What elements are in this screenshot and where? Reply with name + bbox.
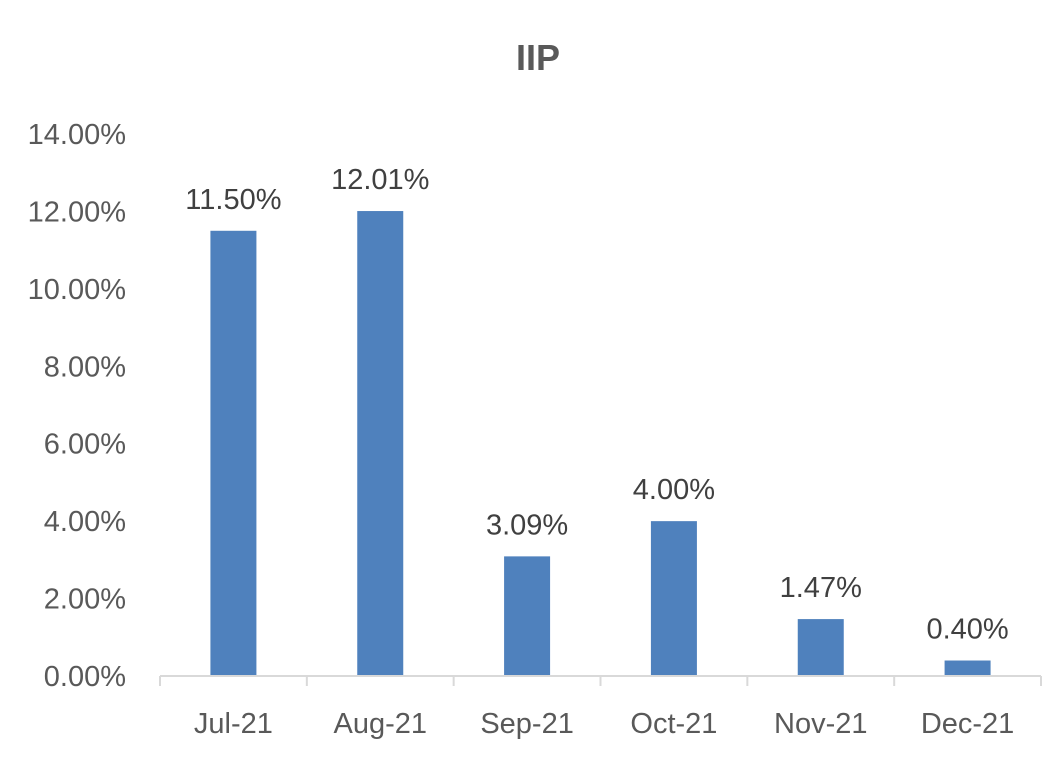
x-tick-label: Sep-21 xyxy=(480,708,574,740)
y-tick-label: 14.00% xyxy=(28,119,126,151)
bar-series xyxy=(210,211,991,677)
data-label: 4.00% xyxy=(633,474,715,506)
bar-sep-21 xyxy=(504,556,551,676)
bar-aug-21 xyxy=(357,211,404,676)
y-tick-label: 2.00% xyxy=(44,584,126,616)
y-tick-label: 6.00% xyxy=(44,429,126,461)
data-labels: 11.50% 12.01% 3.09% 4.00% 1.47% 0.40% xyxy=(185,164,1008,645)
chart-title: IIP xyxy=(516,37,560,78)
x-tick-label: Oct-21 xyxy=(630,708,717,740)
y-tick-label: 0.00% xyxy=(44,661,126,693)
data-label: 0.40% xyxy=(926,614,1008,646)
data-label: 11.50% xyxy=(185,184,281,216)
y-axis-tick-labels: 0.00% 2.00% 4.00% 6.00% 8.00% 10.00% 12.00% 14.… xyxy=(28,119,126,693)
x-tick-label: Aug-21 xyxy=(333,708,427,740)
data-label: 1.47% xyxy=(780,572,862,604)
x-tick-label: Jul-21 xyxy=(194,708,273,740)
x-tick-label: Dec-21 xyxy=(921,708,1015,740)
y-tick-label: 4.00% xyxy=(44,506,126,538)
y-tick-label: 10.00% xyxy=(28,274,126,306)
x-axis xyxy=(159,675,1042,686)
x-axis-tick-labels: Jul-21 Aug-21 Sep-21 Oct-21 Nov-21 Dec-21 xyxy=(194,708,1014,740)
y-tick-label: 12.00% xyxy=(28,196,126,228)
data-label: 3.09% xyxy=(486,509,568,541)
data-label: 12.01% xyxy=(331,164,429,196)
y-tick-label: 8.00% xyxy=(44,351,126,383)
x-tick-label: Nov-21 xyxy=(774,708,868,740)
bar-jul-21 xyxy=(210,230,257,677)
bar-oct-21 xyxy=(650,521,697,676)
bar-nov-21 xyxy=(797,619,844,676)
bar-dec-21 xyxy=(944,660,991,676)
